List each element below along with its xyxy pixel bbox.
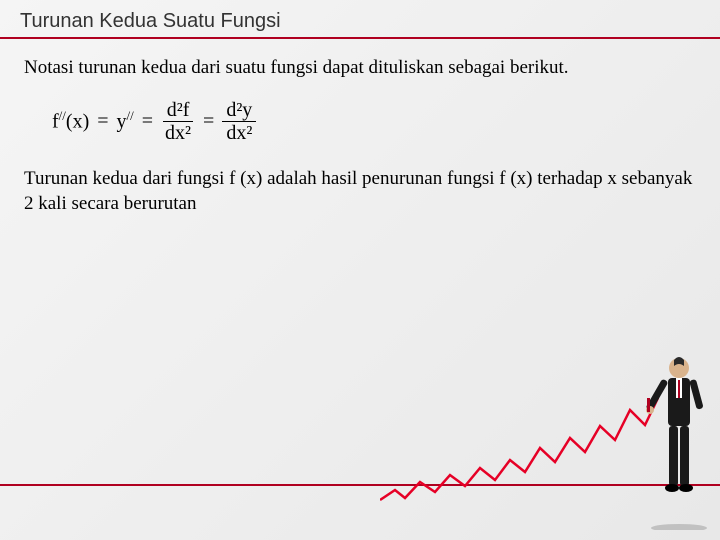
arm-right [689, 379, 704, 410]
frac1-num: d²f [163, 99, 194, 122]
paragraph-intro: Notasi turunan kedua dari suatu fungsi d… [24, 55, 696, 81]
shoe-left [665, 484, 679, 492]
formula-prime2: // [127, 108, 134, 123]
formula-eq3: = [203, 110, 214, 133]
formula-lhs1: f//(x) [52, 108, 89, 134]
frac2-den: dx² [222, 122, 256, 144]
content-area: Notasi turunan kedua dari suatu fungsi d… [0, 39, 720, 251]
leg-left [669, 426, 678, 486]
businessman-icon [644, 350, 714, 530]
slide: Turunan Kedua Suatu Fungsi Notasi turuna… [0, 0, 720, 540]
chart-graphic [380, 390, 660, 510]
formula-eq1: = [97, 110, 108, 133]
shadow [651, 524, 707, 530]
slide-title: Turunan Kedua Suatu Fungsi [0, 0, 720, 37]
leg-right [680, 426, 689, 486]
frac1-den: dx² [161, 122, 195, 144]
formula-frac1: d²f dx² [161, 99, 195, 144]
paragraph-explain: Turunan kedua dari fungsi f (x) adalah h… [24, 166, 696, 217]
formula-y: y [117, 111, 127, 133]
formula-arg: (x) [66, 111, 89, 133]
formula-eq2: = [142, 110, 153, 133]
formula-prime1: // [59, 108, 66, 123]
marker [647, 398, 650, 412]
shoe-right [679, 484, 693, 492]
formula: f//(x) = y// = d²f dx² = d²y dx² [52, 99, 696, 144]
formula-lhs2: y// [117, 108, 134, 134]
frac2-num: d²y [222, 99, 256, 122]
chart-line [380, 398, 658, 500]
tie [678, 380, 680, 398]
formula-frac2: d²y dx² [222, 99, 256, 144]
formula-f: f [52, 111, 59, 133]
